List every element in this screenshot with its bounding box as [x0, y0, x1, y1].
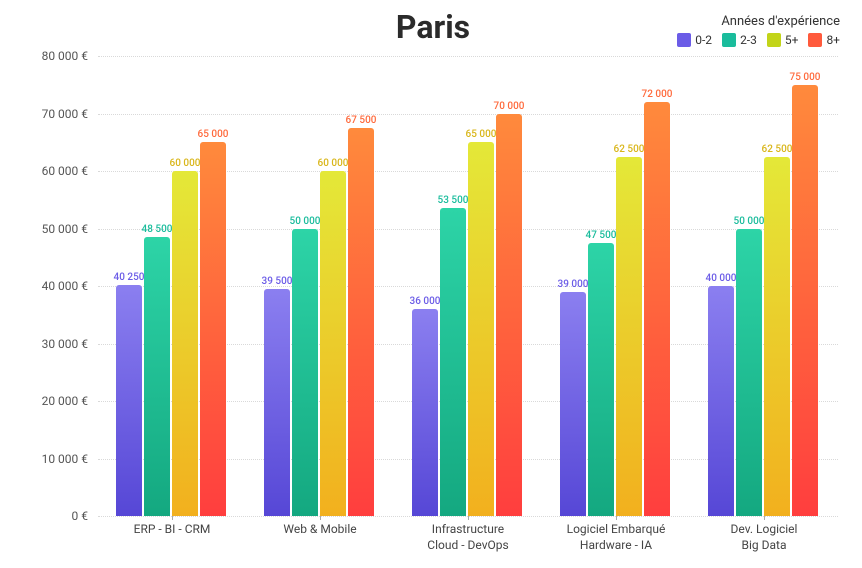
legend-row: 0-2 2-3 5+ 8+ — [677, 33, 840, 47]
x-tick — [172, 516, 173, 520]
legend-label: 0-2 — [695, 33, 712, 47]
bar — [616, 157, 642, 516]
bar — [172, 171, 198, 516]
x-label: Dev. LogicielBig Data — [731, 522, 798, 553]
value-label: 75 000 — [790, 72, 821, 83]
legend-item-2-3: 2-3 — [722, 33, 757, 47]
legend-label: 2-3 — [740, 33, 757, 47]
y-tick: 20 000 € — [42, 394, 88, 408]
y-tick: 0 € — [72, 509, 88, 523]
legend-item-5+: 5+ — [767, 33, 799, 47]
bar — [560, 292, 586, 516]
value-label: 48 500 — [142, 224, 173, 235]
value-label: 60 000 — [318, 158, 349, 169]
value-label: 53 500 — [438, 195, 469, 206]
bar — [292, 229, 318, 517]
x-tick — [320, 516, 321, 520]
chart-container: Paris Années d'expérience 0-22-35+8+ 0 €… — [18, 8, 848, 560]
value-label: 60 000 — [170, 158, 201, 169]
x-label: Web & Mobile — [283, 522, 356, 538]
legend-item-0-2: 0-2 — [677, 33, 712, 47]
value-label: 65 000 — [198, 129, 229, 140]
value-label: 40 000 — [706, 273, 737, 284]
y-axis: 0 €10 000 €20 000 €30 000 €40 000 €50 00… — [18, 56, 98, 516]
value-label: 72 000 — [642, 89, 673, 100]
x-label: InfrastructureCloud - DevOps — [427, 522, 508, 553]
y-tick: 30 000 € — [42, 337, 88, 351]
legend-swatch — [767, 33, 781, 47]
legend-label: 5+ — [785, 33, 799, 47]
y-tick: 10 000 € — [42, 452, 88, 466]
legend: Années d'expérience 0-2 2-3 5+ 8+ — [677, 14, 840, 47]
y-tick: 80 000 € — [42, 49, 88, 63]
value-label: 62 500 — [614, 144, 645, 155]
value-label: 62 500 — [762, 144, 793, 155]
bar — [644, 102, 670, 516]
bar — [736, 229, 762, 517]
grid-line — [98, 56, 838, 57]
x-label: ERP - BI - CRM — [134, 522, 211, 538]
value-label: 39 000 — [558, 279, 589, 290]
legend-swatch — [808, 33, 822, 47]
value-label: 36 000 — [410, 296, 441, 307]
bar — [468, 142, 494, 516]
x-label: Logiciel EmbarquéHardware - IA — [567, 522, 666, 553]
bar — [440, 208, 466, 516]
bar — [320, 171, 346, 516]
value-label: 67 500 — [346, 115, 377, 126]
value-label: 50 000 — [290, 216, 321, 227]
bar — [708, 286, 734, 516]
legend-label: 8+ — [826, 33, 840, 47]
legend-title: Années d'expérience — [677, 14, 840, 29]
x-tick — [468, 516, 469, 520]
plot-area: 40 250 48 500 60 000 65 000 39 500 50 000 60 0… — [98, 56, 838, 516]
bar — [348, 128, 374, 516]
value-label: 39 500 — [262, 276, 293, 287]
legend-swatch — [722, 33, 736, 47]
value-label: 40 250 — [114, 272, 145, 283]
x-tick — [616, 516, 617, 520]
grid-line — [98, 114, 838, 115]
bar — [412, 309, 438, 516]
legend-swatch — [677, 33, 691, 47]
bar — [764, 157, 790, 516]
y-tick: 50 000 € — [42, 222, 88, 236]
bar — [588, 243, 614, 516]
value-label: 70 000 — [494, 101, 525, 112]
bar — [200, 142, 226, 516]
value-label: 50 000 — [734, 216, 765, 227]
y-tick: 60 000 € — [42, 164, 88, 178]
y-tick: 40 000 € — [42, 279, 88, 293]
value-label: 65 000 — [466, 129, 497, 140]
y-tick: 70 000 € — [42, 107, 88, 121]
x-tick — [764, 516, 765, 520]
bar — [264, 289, 290, 516]
legend-item-8+: 8+ — [808, 33, 840, 47]
value-label: 47 500 — [586, 230, 617, 241]
bar — [792, 85, 818, 516]
bar — [116, 285, 142, 516]
bar — [496, 114, 522, 517]
bar — [144, 237, 170, 516]
